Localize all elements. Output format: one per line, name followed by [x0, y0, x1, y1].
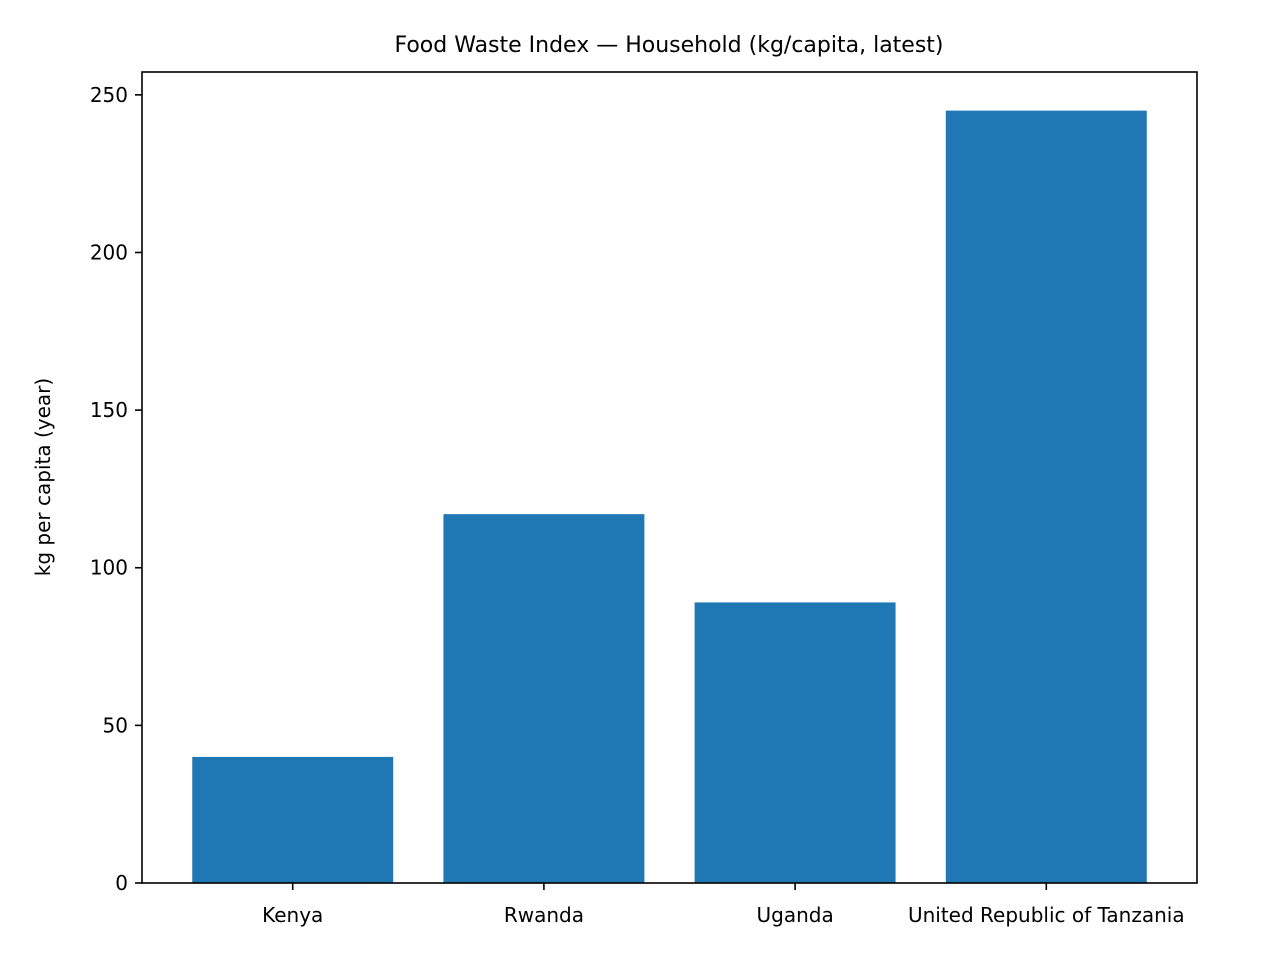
- y-axis-label: kg per capita (year): [31, 378, 55, 576]
- y-tick-label: 100: [90, 556, 128, 580]
- bar-kenya: [192, 756, 394, 883]
- bar-rwanda: [443, 514, 645, 883]
- bar-united-republic-of-tanzania: [945, 110, 1147, 884]
- y-tick-label: 250: [90, 83, 128, 107]
- x-tick-label: United Republic of Tanzania: [908, 903, 1185, 927]
- bars-group: [192, 110, 1147, 884]
- x-tick-label: Kenya: [262, 903, 323, 927]
- y-axis-ticks: 0 50 100 150 200 250: [90, 83, 142, 895]
- y-tick-label: 50: [103, 713, 128, 737]
- plot-area-frame: [141, 71, 1198, 884]
- y-tick-label: 0: [115, 871, 128, 895]
- y-tick-label: 150: [90, 398, 128, 422]
- x-axis-ticks: Kenya Rwanda Uganda United Republic of Tanz…: [262, 883, 1185, 927]
- bar-uganda: [694, 602, 896, 883]
- chart-title: Food Waste Index — Household (kg/capita,…: [394, 33, 943, 58]
- y-tick-label: 200: [90, 240, 128, 264]
- x-tick-label: Rwanda: [504, 903, 584, 927]
- x-tick-label: Uganda: [756, 903, 833, 927]
